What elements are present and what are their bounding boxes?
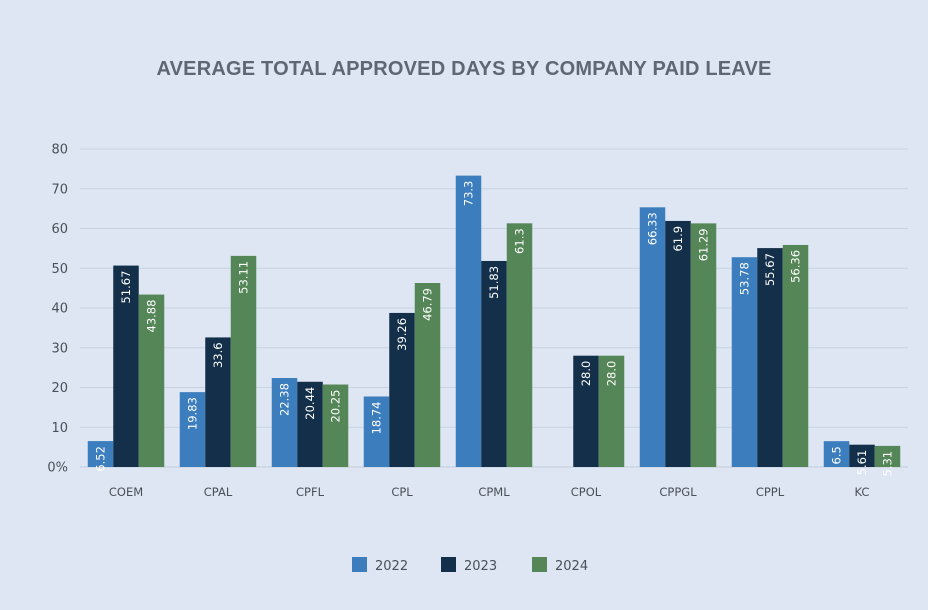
- data-label: 20.25: [329, 390, 343, 423]
- legend-label: 2023: [464, 559, 497, 574]
- data-label: 55.67: [763, 253, 777, 286]
- bar[interactable]: [297, 381, 323, 467]
- bar[interactable]: [782, 244, 809, 467]
- data-label: 33.6: [211, 342, 225, 368]
- y-tick-label: 30: [51, 341, 68, 356]
- data-label: 20.44: [303, 387, 317, 420]
- bar[interactable]: [271, 378, 298, 467]
- x-tick-label: CPPGL: [659, 485, 697, 499]
- data-label: 6.5: [830, 446, 844, 464]
- data-label: 56.36: [789, 250, 803, 283]
- data-label: 39.26: [395, 318, 409, 351]
- data-label: 43.88: [145, 300, 159, 333]
- data-label: 53.11: [237, 261, 251, 294]
- x-tick-label: CPFL: [296, 485, 325, 499]
- bar[interactable]: [113, 265, 139, 467]
- data-label: 6.52: [94, 446, 108, 472]
- bar[interactable]: [573, 355, 599, 467]
- data-label: 61.9: [671, 226, 685, 252]
- x-tick-label: CPPL: [756, 485, 785, 499]
- bar[interactable]: [874, 445, 901, 467]
- chart-title: AVERAGE TOTAL APPROVED DAYS BY COMPANY P…: [156, 58, 772, 80]
- bar[interactable]: [389, 312, 415, 467]
- bar[interactable]: [230, 255, 257, 467]
- legend-label: 2022: [375, 559, 408, 574]
- bar[interactable]: [757, 248, 783, 467]
- y-tick-label: 50: [51, 262, 68, 277]
- bar[interactable]: [665, 220, 691, 467]
- data-label: 53.78: [738, 262, 752, 295]
- data-label: 28.0: [579, 361, 593, 387]
- y-tick-label: 60: [51, 222, 68, 237]
- bar[interactable]: [690, 223, 717, 467]
- x-tick-label: CPL: [391, 485, 413, 499]
- data-label: 46.79: [421, 288, 435, 321]
- data-label: 18.74: [370, 401, 384, 434]
- legend-swatch: [352, 557, 367, 572]
- bar[interactable]: [823, 441, 850, 467]
- bar[interactable]: [849, 444, 875, 467]
- bar[interactable]: [322, 384, 349, 467]
- bar[interactable]: [731, 257, 758, 467]
- bar[interactable]: [639, 207, 666, 468]
- data-label: 61.3: [513, 228, 527, 254]
- data-label: 61.29: [697, 228, 711, 261]
- y-tick-label: 70: [51, 182, 68, 197]
- data-label: 28.0: [605, 361, 619, 387]
- data-label: 73.3: [462, 181, 476, 207]
- x-tick-label: COEM: [109, 485, 143, 499]
- bar[interactable]: [481, 260, 507, 467]
- bar[interactable]: [414, 282, 441, 467]
- y-tick-label: 40: [51, 302, 68, 317]
- bar[interactable]: [138, 294, 165, 467]
- y-tick-label: 0%: [47, 461, 68, 476]
- data-label: 22.38: [278, 383, 292, 416]
- bar[interactable]: [363, 396, 390, 467]
- x-tick-label: CPOL: [571, 485, 602, 499]
- legend-swatch: [441, 557, 456, 572]
- data-label: 51.83: [487, 266, 501, 299]
- y-tick-label: 80: [51, 143, 68, 158]
- data-label: 5.31: [881, 451, 895, 477]
- data-label: 51.67: [119, 271, 133, 304]
- bar[interactable]: [205, 337, 231, 467]
- data-label: 66.33: [646, 212, 660, 245]
- bar[interactable]: [179, 392, 206, 467]
- bar[interactable]: [506, 223, 533, 467]
- bar[interactable]: [87, 441, 114, 467]
- y-tick-label: 10: [51, 421, 68, 436]
- bar[interactable]: [598, 355, 625, 467]
- x-tick-label: KC: [855, 485, 870, 499]
- y-tick-label: 20: [51, 381, 68, 396]
- data-label: 19.83: [186, 397, 200, 430]
- bar[interactable]: [455, 175, 482, 467]
- data-label: 5.61: [855, 450, 869, 476]
- legend-label: 2024: [555, 559, 588, 574]
- legend-swatch: [532, 557, 547, 572]
- x-tick-label: CPML: [478, 485, 510, 499]
- x-tick-label: CPAL: [204, 485, 233, 499]
